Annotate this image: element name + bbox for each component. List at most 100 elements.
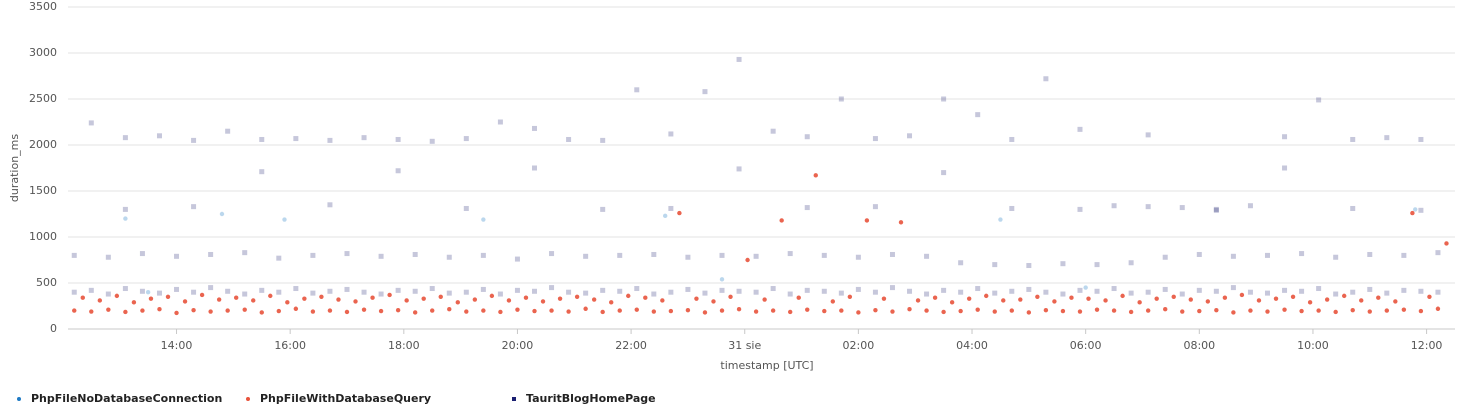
point [378,253,384,259]
point [609,300,614,305]
point [219,211,225,217]
point [634,307,639,312]
point [668,308,674,314]
legend-marker [246,397,250,401]
point [583,306,588,311]
point [344,286,350,292]
y-tick-label: 1500 [29,184,57,197]
point [1265,309,1270,314]
point [1299,288,1305,294]
point [174,253,180,259]
x-tick-label: 08:00 [1183,339,1215,352]
point [1256,298,1262,303]
point [1230,253,1236,259]
point [1282,165,1288,171]
point [966,296,972,301]
point [463,136,469,142]
point [412,251,418,257]
point [1350,136,1356,142]
point [583,253,589,259]
point [123,309,128,315]
point [847,294,853,299]
point [728,294,733,299]
point [1043,307,1049,313]
point [259,310,264,315]
point [165,294,171,299]
point [472,297,478,302]
point [941,287,947,293]
point [770,308,776,313]
x-tick-label: 04:00 [956,339,988,352]
point [1077,309,1083,314]
legend-label: PhpFileNoDatabaseConnection [31,392,222,405]
point [72,308,77,313]
point [1367,286,1373,292]
point [668,205,674,211]
point [1307,300,1313,305]
point [114,293,120,299]
point [1060,308,1066,314]
point [1435,306,1441,311]
point [80,295,85,300]
point [174,310,179,316]
point [1316,286,1322,292]
point [285,300,290,305]
point [88,120,94,126]
point [327,288,333,294]
point [105,291,111,297]
point [1197,308,1202,314]
point [949,300,955,305]
point [1239,292,1245,298]
point [753,309,759,314]
x-tick-label: 20:00 [502,339,534,352]
point [1128,309,1134,315]
y-tick-label: 500 [36,276,57,289]
point [191,204,197,210]
point [463,205,469,211]
point [446,254,452,260]
point [293,136,299,142]
point [1026,286,1032,292]
point [1444,241,1449,246]
point [787,291,793,297]
legend-marker [17,397,21,401]
point [634,87,640,93]
point [1213,288,1219,294]
point [694,296,699,301]
point [813,173,818,178]
point [310,309,316,314]
point [1196,251,1202,257]
point [480,252,486,258]
point [992,290,998,296]
point [889,285,895,291]
point [1418,136,1424,142]
point [1179,291,1185,297]
point [174,286,180,292]
point [898,220,904,225]
point [872,204,878,210]
point [430,308,435,313]
point [907,307,912,312]
point [268,293,273,299]
point [1145,132,1151,138]
point [975,112,981,118]
point [557,296,563,301]
point [429,138,435,144]
y-tick-label: 3500 [29,0,57,13]
point [662,213,668,219]
point [514,256,520,262]
point [378,291,384,297]
point [1137,300,1142,305]
point [225,128,231,134]
point [421,296,426,301]
point [1401,287,1407,293]
point [1290,294,1296,299]
point [259,169,265,175]
point [105,254,111,260]
point [1324,297,1330,302]
point [438,294,443,299]
point [1163,307,1168,312]
point [651,251,657,257]
point [319,294,324,299]
